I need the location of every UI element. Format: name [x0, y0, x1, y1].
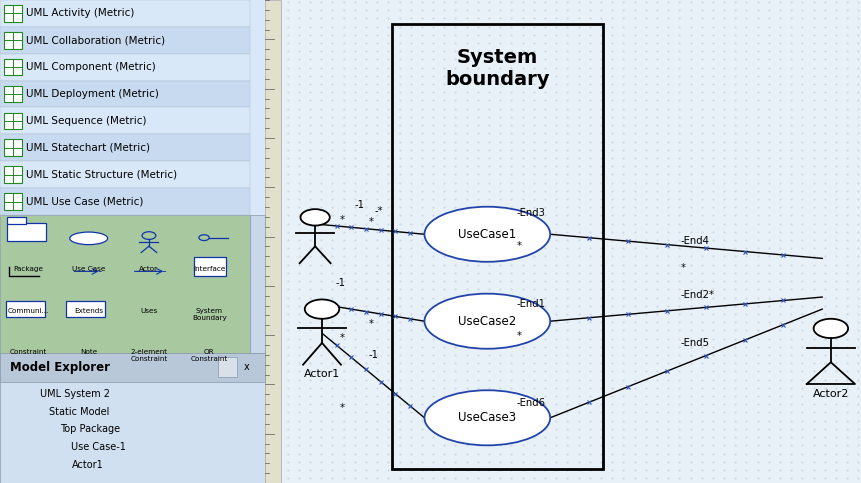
- Text: -*: -*: [375, 205, 383, 215]
- Circle shape: [300, 209, 330, 226]
- Text: Use Case: Use Case: [72, 266, 105, 272]
- Text: Communi...: Communi...: [8, 308, 49, 313]
- FancyBboxPatch shape: [4, 113, 22, 129]
- Text: Uses: Uses: [140, 308, 158, 313]
- Text: Use Case-1: Use Case-1: [71, 442, 127, 452]
- FancyBboxPatch shape: [4, 85, 22, 102]
- FancyBboxPatch shape: [4, 166, 22, 183]
- Text: UML Sequence (Metric): UML Sequence (Metric): [26, 116, 146, 126]
- Text: UseCase2: UseCase2: [458, 315, 517, 327]
- Text: Actor1: Actor1: [71, 460, 103, 470]
- FancyBboxPatch shape: [0, 215, 250, 353]
- Ellipse shape: [424, 390, 550, 445]
- Ellipse shape: [70, 232, 108, 244]
- FancyBboxPatch shape: [218, 357, 237, 377]
- Text: UML System 2: UML System 2: [40, 389, 110, 398]
- Text: System
boundary: System boundary: [445, 48, 549, 89]
- Text: -End1: -End1: [517, 299, 546, 309]
- Text: x: x: [244, 362, 249, 372]
- FancyBboxPatch shape: [0, 54, 250, 81]
- FancyBboxPatch shape: [0, 107, 250, 134]
- FancyBboxPatch shape: [7, 217, 26, 224]
- Text: *: *: [369, 319, 374, 328]
- Text: 2-element
Constraint: 2-element Constraint: [130, 349, 168, 362]
- FancyBboxPatch shape: [0, 353, 265, 483]
- FancyBboxPatch shape: [0, 353, 265, 382]
- FancyBboxPatch shape: [0, 0, 250, 27]
- Text: Actor: Actor: [139, 266, 158, 272]
- Text: -End6: -End6: [517, 398, 546, 408]
- Text: UML Statechart (Metric): UML Statechart (Metric): [26, 143, 150, 153]
- Text: -End4: -End4: [680, 237, 709, 246]
- Text: -1: -1: [336, 278, 346, 287]
- FancyBboxPatch shape: [194, 257, 226, 276]
- Ellipse shape: [424, 207, 550, 262]
- FancyBboxPatch shape: [66, 300, 105, 317]
- Text: UML Deployment (Metric): UML Deployment (Metric): [26, 89, 158, 99]
- Circle shape: [305, 299, 339, 319]
- FancyBboxPatch shape: [0, 0, 265, 483]
- FancyBboxPatch shape: [0, 161, 250, 188]
- Text: Top Package: Top Package: [60, 425, 121, 434]
- Circle shape: [814, 319, 848, 338]
- Text: Model Explorer: Model Explorer: [10, 361, 110, 373]
- Text: UML Component (Metric): UML Component (Metric): [26, 62, 156, 72]
- FancyBboxPatch shape: [0, 81, 250, 107]
- Text: -End2*: -End2*: [680, 290, 714, 299]
- Text: UML Static Structure (Metric): UML Static Structure (Metric): [26, 170, 177, 180]
- Text: UML Use Case (Metric): UML Use Case (Metric): [26, 197, 143, 207]
- FancyBboxPatch shape: [4, 140, 22, 156]
- Text: *: *: [340, 215, 345, 225]
- Text: UML Activity (Metric): UML Activity (Metric): [26, 8, 134, 18]
- Text: UML Collaboration (Metric): UML Collaboration (Metric): [26, 35, 165, 45]
- Text: *: *: [369, 217, 374, 227]
- Text: OR
Constraint: OR Constraint: [190, 349, 228, 362]
- FancyBboxPatch shape: [7, 223, 46, 241]
- FancyBboxPatch shape: [250, 215, 265, 353]
- Text: *: *: [680, 263, 685, 273]
- Text: -End5: -End5: [680, 338, 709, 348]
- Text: Interface: Interface: [193, 266, 226, 272]
- Text: System
Boundary: System Boundary: [192, 308, 226, 321]
- Text: *: *: [340, 333, 345, 343]
- FancyBboxPatch shape: [4, 32, 22, 49]
- Text: UseCase3: UseCase3: [458, 412, 517, 424]
- Ellipse shape: [424, 294, 550, 349]
- FancyBboxPatch shape: [4, 5, 22, 22]
- Text: -End3: -End3: [517, 208, 546, 217]
- Text: *: *: [340, 403, 345, 413]
- Text: -1: -1: [369, 350, 379, 360]
- FancyBboxPatch shape: [0, 188, 250, 215]
- FancyBboxPatch shape: [281, 0, 861, 483]
- FancyBboxPatch shape: [0, 27, 250, 54]
- FancyBboxPatch shape: [0, 134, 250, 161]
- FancyBboxPatch shape: [4, 193, 22, 210]
- Text: Constraint: Constraint: [9, 349, 47, 355]
- FancyBboxPatch shape: [265, 0, 281, 483]
- Text: Package: Package: [14, 266, 43, 272]
- FancyBboxPatch shape: [4, 59, 22, 75]
- Text: *: *: [517, 331, 522, 341]
- Text: UseCase1: UseCase1: [458, 228, 517, 241]
- FancyBboxPatch shape: [6, 300, 45, 317]
- Text: Actor1: Actor1: [304, 369, 340, 380]
- Text: -1: -1: [355, 200, 365, 210]
- Text: Note: Note: [80, 349, 97, 355]
- Text: Actor2: Actor2: [813, 389, 849, 399]
- Text: Static Model: Static Model: [49, 407, 109, 416]
- Text: Extends: Extends: [74, 308, 103, 313]
- Text: *: *: [517, 242, 522, 251]
